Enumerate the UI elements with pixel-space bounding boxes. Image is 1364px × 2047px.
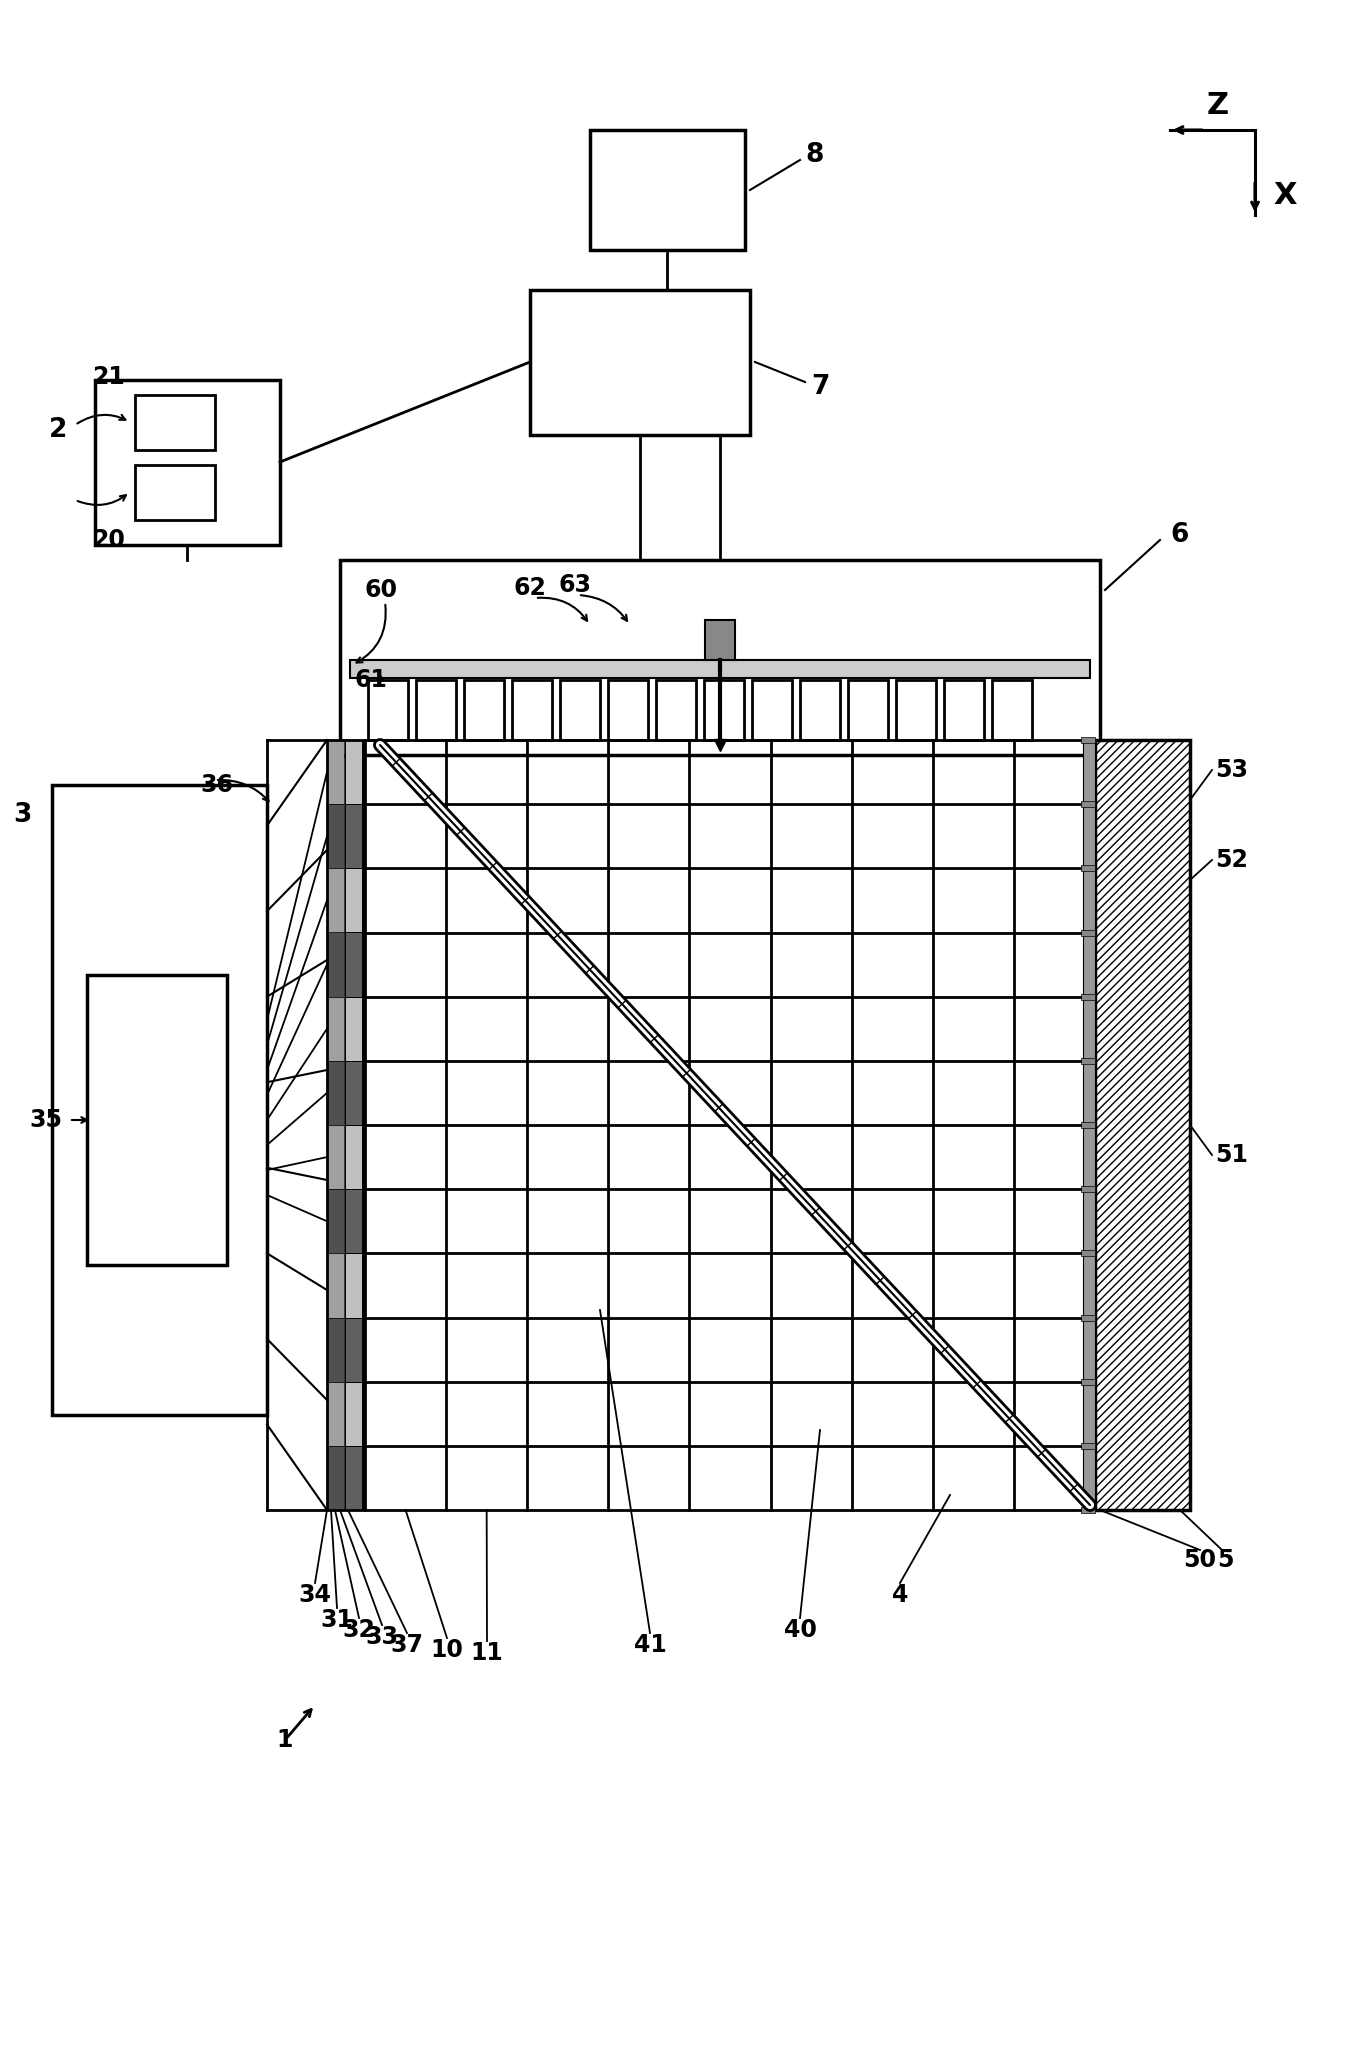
Bar <box>327 1318 344 1382</box>
Bar <box>327 1126 344 1189</box>
Bar <box>345 1060 361 1126</box>
Bar <box>351 659 1090 678</box>
Bar <box>327 868 344 933</box>
Text: 62: 62 <box>514 575 547 600</box>
Text: 34: 34 <box>299 1582 331 1607</box>
Text: 51: 51 <box>1215 1142 1248 1167</box>
Text: 10: 10 <box>431 1638 464 1662</box>
Bar <box>1083 741 1095 1511</box>
Text: 50: 50 <box>1184 1548 1217 1572</box>
Bar <box>327 1060 344 1126</box>
Bar <box>345 804 361 868</box>
Text: X: X <box>1273 180 1297 209</box>
Text: 37: 37 <box>390 1634 423 1656</box>
Text: 40: 40 <box>783 1617 817 1642</box>
Bar <box>368 680 408 741</box>
Bar <box>896 680 936 741</box>
Bar <box>345 1253 361 1318</box>
Bar <box>345 741 361 804</box>
Bar <box>1082 929 1095 935</box>
Bar <box>531 291 750 436</box>
Bar <box>95 381 280 545</box>
Bar <box>656 680 696 741</box>
Text: 20: 20 <box>93 528 125 553</box>
Bar <box>1082 1251 1095 1257</box>
Bar <box>327 933 344 997</box>
Bar <box>345 1445 361 1511</box>
Bar <box>1082 1058 1095 1064</box>
Bar <box>345 1126 361 1189</box>
Bar <box>327 1382 344 1445</box>
Bar <box>327 1253 344 1318</box>
Text: 3: 3 <box>14 802 31 827</box>
Text: 52: 52 <box>1215 847 1248 872</box>
Bar <box>704 680 743 741</box>
Text: 2: 2 <box>49 418 67 442</box>
Bar <box>1082 866 1095 872</box>
Bar <box>848 680 888 741</box>
Bar <box>52 784 267 1414</box>
Text: 7: 7 <box>810 375 829 399</box>
Bar <box>345 868 361 933</box>
Text: 41: 41 <box>634 1634 667 1656</box>
Text: Z: Z <box>1207 90 1229 119</box>
Bar <box>1082 1507 1095 1513</box>
Bar <box>752 680 792 741</box>
Bar <box>1082 993 1095 999</box>
Bar <box>327 997 344 1060</box>
Bar <box>591 131 745 250</box>
Text: 32: 32 <box>342 1617 375 1642</box>
Text: 36: 36 <box>201 774 233 796</box>
Text: 63: 63 <box>558 573 592 598</box>
Text: 1: 1 <box>277 1728 293 1752</box>
Bar <box>1082 1185 1095 1191</box>
Bar <box>705 620 735 659</box>
Bar <box>561 680 600 741</box>
Bar <box>327 1445 344 1511</box>
Text: 11: 11 <box>471 1642 503 1664</box>
Bar <box>1082 1380 1095 1384</box>
Bar <box>345 1189 361 1253</box>
Text: 6: 6 <box>1170 522 1189 549</box>
Bar <box>327 741 363 1511</box>
Bar <box>327 741 344 804</box>
Text: 33: 33 <box>366 1625 398 1650</box>
Bar <box>944 680 983 741</box>
Bar <box>1082 1443 1095 1449</box>
Bar <box>992 680 1033 741</box>
Bar <box>135 465 216 520</box>
Text: 53: 53 <box>1215 757 1248 782</box>
Bar <box>801 680 840 741</box>
Bar <box>135 395 216 450</box>
Bar <box>345 933 361 997</box>
Text: 21: 21 <box>93 364 125 389</box>
Bar <box>512 680 552 741</box>
Bar <box>1082 1122 1095 1128</box>
Bar <box>1082 800 1095 807</box>
Bar <box>340 561 1099 755</box>
Bar <box>608 680 648 741</box>
Text: 35: 35 <box>29 1107 61 1132</box>
Bar <box>464 680 505 741</box>
Bar <box>416 680 456 741</box>
Bar <box>87 974 226 1265</box>
Text: 60: 60 <box>366 577 398 602</box>
Text: 4: 4 <box>892 1582 908 1607</box>
Bar <box>1082 737 1095 743</box>
Bar <box>345 1318 361 1382</box>
Bar <box>327 1189 344 1253</box>
Bar <box>345 1382 361 1445</box>
Bar <box>327 804 344 868</box>
Text: 5: 5 <box>1217 1548 1233 1572</box>
Text: 8: 8 <box>806 141 824 168</box>
Text: 61: 61 <box>355 667 387 692</box>
Text: 31: 31 <box>321 1609 353 1631</box>
Bar <box>1095 741 1189 1511</box>
Bar <box>345 997 361 1060</box>
Bar <box>1082 1314 1095 1320</box>
